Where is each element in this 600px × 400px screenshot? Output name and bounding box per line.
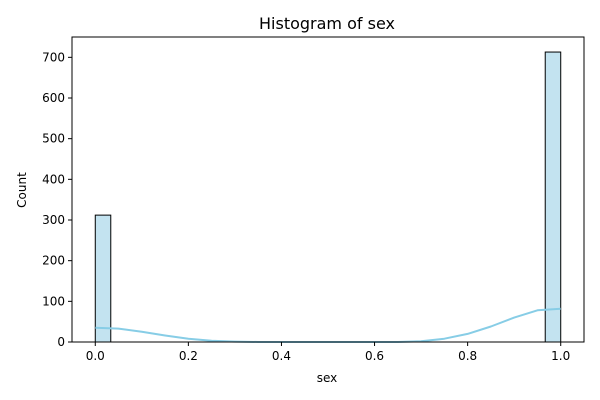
bars-group	[94, 51, 562, 343]
x-tick-label: 0.2	[179, 349, 198, 363]
x-axis-label: sex	[317, 371, 338, 385]
y-tick-label: 500	[42, 132, 65, 146]
y-tick-label: 0	[57, 335, 65, 349]
ticks-group: 0.0 0.2 0.4 0.6 0.8 1.0 0 100 200 300 400 500 600 700	[42, 50, 570, 363]
y-tick-label: 600	[42, 91, 65, 105]
x-tick-label: 0.0	[86, 349, 105, 363]
y-tick-label: 200	[42, 254, 65, 268]
y-tick-label: 300	[42, 213, 65, 227]
y-axis-label: Count	[15, 172, 29, 208]
y-tick-label: 100	[42, 294, 65, 308]
histogram-bar-0	[94, 214, 112, 343]
histogram-bar-1	[544, 51, 562, 343]
x-tick-label: 1.0	[551, 349, 570, 363]
y-tick-label: 700	[42, 50, 65, 64]
x-tick-label: 0.4	[272, 349, 291, 363]
kde-group	[95, 307, 561, 343]
x-tick-label: 0.8	[458, 349, 477, 363]
y-tick-label: 400	[42, 172, 65, 186]
kde-line	[95, 307, 561, 343]
axes-group	[71, 36, 585, 343]
x-tick-label: 0.6	[365, 349, 384, 363]
axes-frame	[71, 36, 585, 343]
chart-title: Histogram of sex	[259, 14, 395, 33]
